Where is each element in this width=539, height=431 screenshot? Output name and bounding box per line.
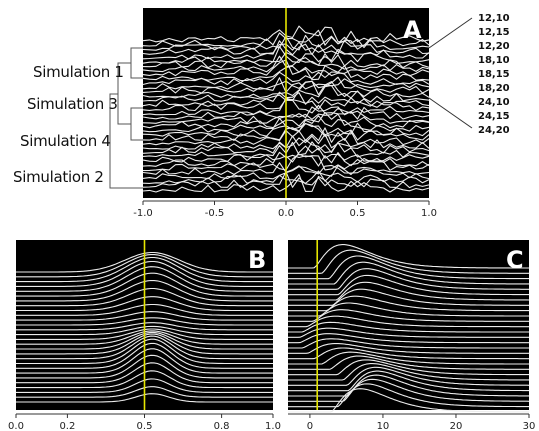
panel-c-letter: C: [506, 246, 524, 274]
panel-b: B 0.0 0.2 0.5 0.8 1.0: [8, 240, 281, 431]
panel-a-letter: A: [403, 16, 422, 44]
legend-label: 12,10: [478, 13, 510, 24]
x-tick-label: 30: [523, 421, 536, 431]
label-simulation-1: Simulation 1: [33, 63, 124, 81]
trace: [288, 363, 529, 381]
legend-label: 24,20: [478, 125, 510, 136]
trace: [288, 342, 529, 354]
legend-label: 12,15: [478, 27, 510, 38]
x-tick-label: 0: [307, 421, 313, 431]
dendro-branch-1-3: [130, 47, 143, 79]
label-simulation-2: Simulation 2: [13, 168, 104, 186]
trace: [288, 288, 529, 306]
legend-label: 18,10: [478, 55, 510, 66]
x-tick-label: 0.2: [59, 421, 75, 431]
legend-label: 18,15: [478, 69, 510, 80]
x-tick-label: 1.0: [265, 421, 281, 431]
trace: [288, 366, 530, 386]
trace: [288, 268, 529, 290]
dendro-branch-4: [117, 62, 143, 141]
trace: [288, 388, 530, 413]
trace: [288, 347, 529, 360]
trace: [288, 321, 529, 333]
panel-c: C 0 10 20 30: [288, 240, 535, 431]
trace: [288, 383, 529, 408]
x-tick-label: 0.5: [137, 421, 153, 431]
trace: [288, 338, 529, 349]
label-simulation-4: Simulation 4: [20, 132, 111, 150]
legend-label: 18,20: [478, 83, 510, 94]
trace: [288, 374, 529, 397]
panel-b-x-ticks: 0.0 0.2 0.5 0.8 1.0: [8, 414, 281, 431]
trace: [288, 281, 530, 301]
trace: [288, 315, 529, 328]
panel-c-x-ticks: 0 10 20 30: [307, 414, 536, 431]
trace: [288, 244, 529, 269]
trace: [288, 370, 529, 392]
trace: [288, 355, 529, 370]
trace: [288, 274, 529, 296]
dendro-branch-root: [109, 93, 143, 189]
x-tick-label: 10: [377, 421, 390, 431]
x-tick-label: 0.0: [8, 421, 24, 431]
legend-connector-bottom: [428, 97, 473, 129]
x-tick-label: 1.0: [421, 208, 437, 219]
legend-label: 24,10: [478, 97, 510, 108]
trace: [288, 249, 529, 274]
panel-b-letter: B: [248, 246, 266, 274]
legend-label: 24,15: [478, 111, 510, 122]
x-tick-label: -1.0: [133, 208, 153, 219]
x-tick-label: 20: [450, 421, 463, 431]
trace: [288, 359, 529, 376]
panel-a-dendrogram: [109, 47, 143, 189]
trace: [288, 261, 529, 285]
panel-a-x-ticks: -1.0 -0.5 0.0 0.5 1.0: [133, 201, 437, 219]
trace: [288, 333, 529, 344]
trace: [288, 255, 529, 280]
x-tick-label: 0.5: [350, 208, 366, 219]
panel-c-traces: [288, 244, 530, 413]
x-tick-label: -0.5: [205, 208, 225, 219]
panel-a: A -1.0 -0.5 0.0 0.5 1.0 Simulation 1 Simulat…: [13, 8, 510, 219]
trace: [288, 302, 529, 317]
trace: [288, 351, 529, 365]
x-tick-label: 0.8: [214, 421, 230, 431]
label-simulation-3: Simulation 3: [27, 95, 118, 113]
panel-a-legend: 12,10 12,15 12,20 18,10 18,15 18,20 24,1…: [428, 13, 510, 136]
legend-label: 12,20: [478, 41, 510, 52]
trace: [288, 378, 530, 402]
legend-connector-top: [428, 17, 473, 49]
x-tick-label: 0.0: [278, 208, 294, 219]
trace: [288, 327, 529, 338]
trace: [288, 309, 529, 322]
